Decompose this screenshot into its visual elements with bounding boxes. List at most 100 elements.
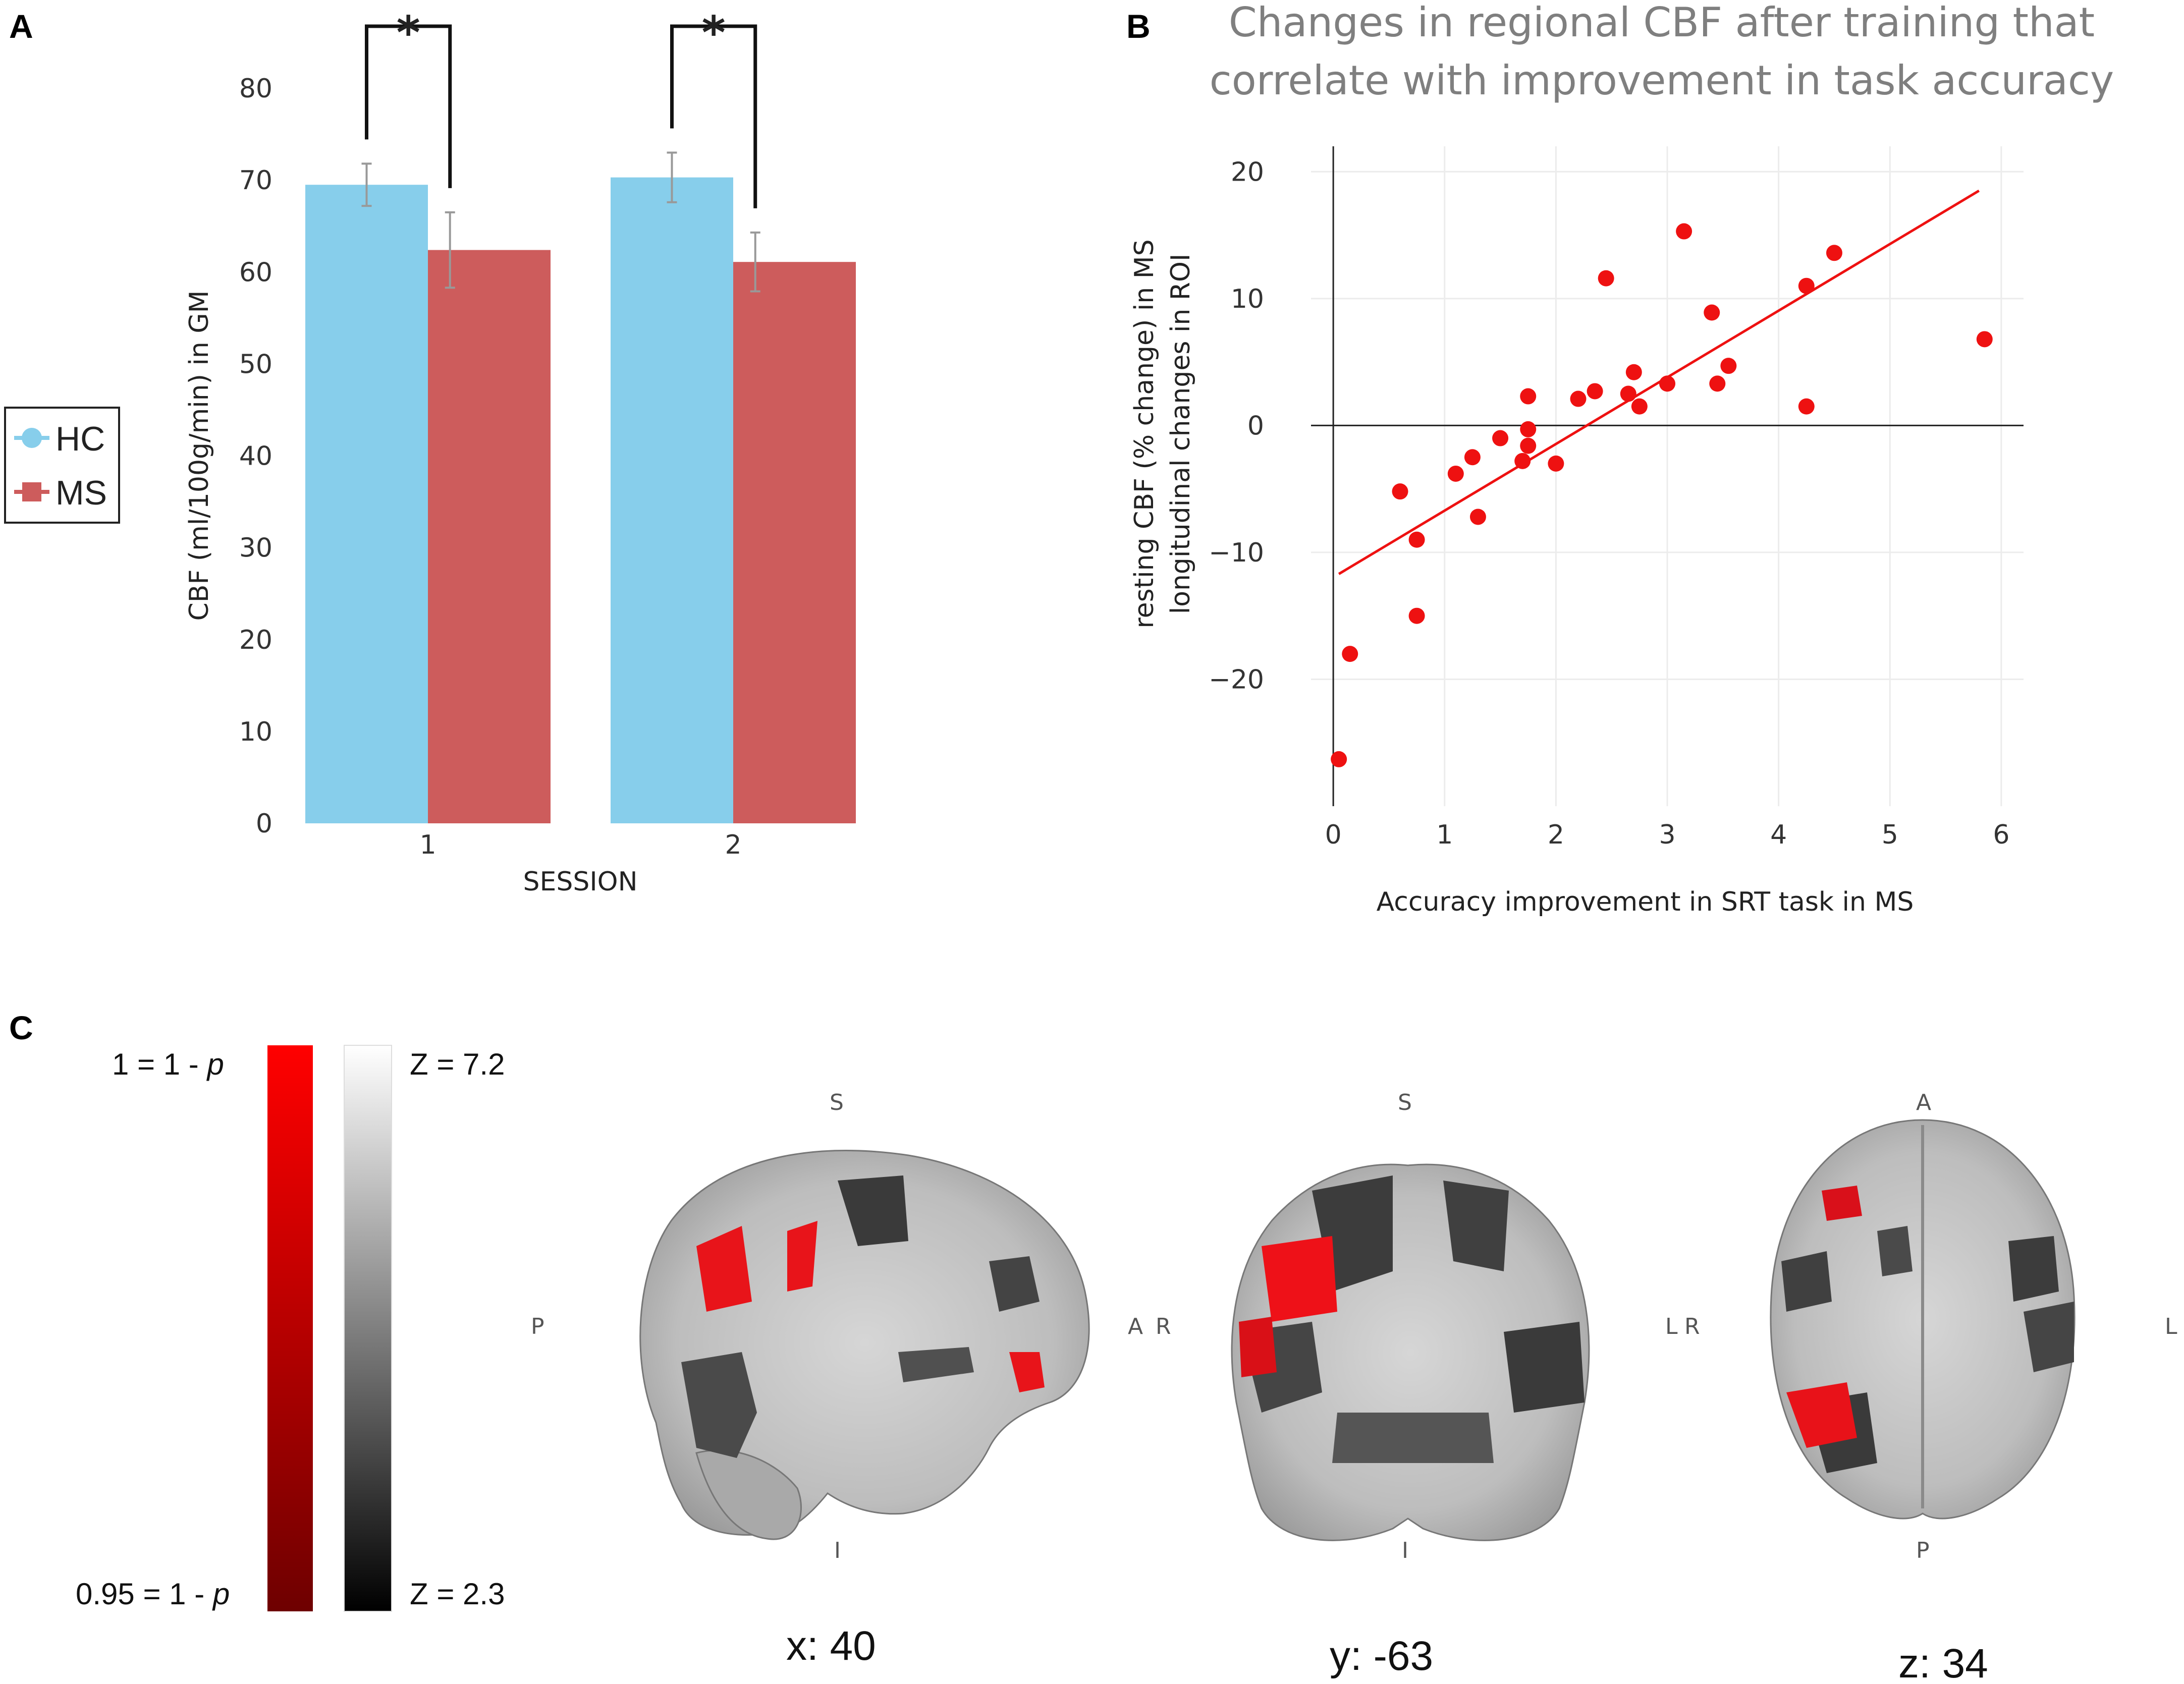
y-tick-label: 70 <box>239 165 272 196</box>
coronal-slice-label: y: -63 <box>1330 1633 1433 1679</box>
red-colorbar <box>267 1045 313 1611</box>
legend-box <box>4 407 120 524</box>
coronal-bottom-label: I <box>1402 1538 1408 1563</box>
significance-star: * <box>397 7 420 60</box>
scatter-point <box>1826 245 1842 261</box>
x-tick-label: 2 <box>1548 820 1564 850</box>
bar-ms-session-2 <box>733 262 856 823</box>
y-tick-label: −20 <box>1209 664 1264 695</box>
y-tick-label: 10 <box>1231 284 1264 314</box>
scatter-point <box>1625 364 1642 380</box>
sagittal-right-label: A <box>1128 1314 1143 1339</box>
axial-activation-gray-1 <box>1781 1251 1832 1312</box>
sagittal-activation-gray-1 <box>838 1175 908 1246</box>
scatter-point <box>1798 398 1815 415</box>
x-tick-label: 1 <box>419 830 436 860</box>
axial-bottom-label: P <box>1916 1538 1930 1563</box>
sagittal-bottom-label: I <box>834 1538 841 1563</box>
axial-slice-label: z: 34 <box>1898 1641 1988 1684</box>
y-tick-label: 60 <box>239 257 272 288</box>
legend: HC MS <box>4 407 120 524</box>
sagittal-slice-label: x: 40 <box>786 1623 876 1669</box>
scatter-point <box>1620 385 1636 402</box>
scatter-point <box>1709 375 1726 392</box>
legend-hc-label: HC <box>56 420 105 458</box>
panel-c-letter: C <box>9 1009 33 1046</box>
sagittal-slice: S I P A x: 40 <box>531 1090 1143 1669</box>
axial-activation-red-2 <box>1822 1186 1862 1221</box>
significance-star: * <box>702 7 726 60</box>
scatter-point <box>1392 483 1408 500</box>
y-tick-label: 10 <box>239 717 272 747</box>
bar-hc-session-1 <box>305 185 428 824</box>
sagittal-activation-gray-4 <box>898 1347 974 1382</box>
scatter-point <box>1464 449 1481 466</box>
bar-chart: 0 10 20 30 40 50 60 70 80 1 * 2 * SESSION CBF (ml/100g… <box>184 7 856 897</box>
x-tick-label: 4 <box>1770 820 1787 850</box>
scatter-point <box>1659 375 1675 392</box>
y-tick-label: 30 <box>239 533 272 564</box>
y-tick-label: −10 <box>1209 538 1264 568</box>
axial-top-label: A <box>1916 1090 1931 1115</box>
gray-scale-top-label: Z = 7.2 <box>410 1047 505 1081</box>
sagittal-left-label: P <box>531 1314 544 1339</box>
coronal-activation-red-2 <box>1239 1317 1277 1377</box>
panel-a-letter: A <box>9 8 33 45</box>
scatter-point <box>1342 646 1358 662</box>
scatter-point <box>1587 383 1603 400</box>
red-scale-bottom-label: 0.95 = 1 - p <box>76 1577 230 1611</box>
scatter-point <box>1520 388 1537 405</box>
axial-activation-gray-3 <box>2024 1302 2074 1372</box>
bar-hc-session-2 <box>611 177 733 823</box>
y-tick-label: 50 <box>239 349 272 379</box>
axial-activation-red-1 <box>1786 1382 1857 1448</box>
y-tick-label: 80 <box>239 74 272 104</box>
significance-bracket <box>670 24 757 208</box>
sagittal-activation-gray-3 <box>989 1256 1040 1312</box>
chart-title-line: Changes in regional CBF after training t… <box>1229 0 2095 46</box>
coronal-right-label: L <box>1665 1314 1678 1339</box>
scatter-point <box>1520 421 1537 437</box>
axial-left-label: R <box>1684 1314 1700 1339</box>
x-axis-title: SESSION <box>523 867 637 897</box>
y-axis-title: CBF (ml/100g/min) in GM <box>184 290 214 621</box>
bar-ms-session-1 <box>428 250 551 823</box>
x-tick-label: 3 <box>1659 820 1675 850</box>
scatter-point <box>1676 223 1692 240</box>
red-scale-top-label: 1 = 1 - p <box>112 1047 224 1081</box>
x-tick-label: 5 <box>1882 820 1898 850</box>
scatter-point <box>1408 607 1425 624</box>
y-axis-title-line: resting CBF (% change) in MS <box>1129 239 1160 628</box>
y-tick-label: 20 <box>1231 157 1264 187</box>
sagittal-activation-red-1 <box>696 1226 752 1312</box>
scatter-point <box>1520 437 1537 454</box>
coronal-slice: S I R L y: -63 <box>1156 1090 1678 1679</box>
scatter-point <box>1570 390 1587 407</box>
scatter-point <box>1798 277 1815 294</box>
scatter-point <box>1408 531 1425 548</box>
scatter-point <box>1631 398 1648 415</box>
coronal-activation-gray-5 <box>1332 1413 1494 1463</box>
legend-ms-label: MS <box>56 474 107 512</box>
sagittal-activation-red-2 <box>787 1221 817 1292</box>
scatter-point <box>1720 358 1737 374</box>
coronal-activation-red-1 <box>1262 1236 1337 1322</box>
scatter-point <box>1492 430 1509 446</box>
coronal-activation-gray-4 <box>1504 1322 1585 1413</box>
gray-scale-bottom-label: Z = 2.3 <box>410 1577 505 1611</box>
sagittal-activation-red-3 <box>1009 1352 1045 1392</box>
axial-activation-gray-4 <box>1877 1226 1913 1276</box>
scatter-point <box>1447 465 1464 482</box>
legend-hc-marker <box>22 428 42 448</box>
coronal-activation-gray-2 <box>1443 1181 1509 1271</box>
significance-bracket <box>365 24 452 188</box>
scatter-chart: Changes in regional CBF after training t… <box>1129 0 2114 917</box>
scatter-point <box>1598 270 1614 287</box>
scatter-point <box>1514 453 1531 469</box>
scatter-point <box>1548 455 1564 472</box>
y-tick-label: 0 <box>1247 411 1264 441</box>
sagittal-top-label: S <box>830 1090 844 1115</box>
x-tick-label: 0 <box>1325 820 1342 850</box>
scatter-point <box>1469 509 1486 525</box>
chart-title-line: correlate with improvement in task accur… <box>1210 57 2114 104</box>
